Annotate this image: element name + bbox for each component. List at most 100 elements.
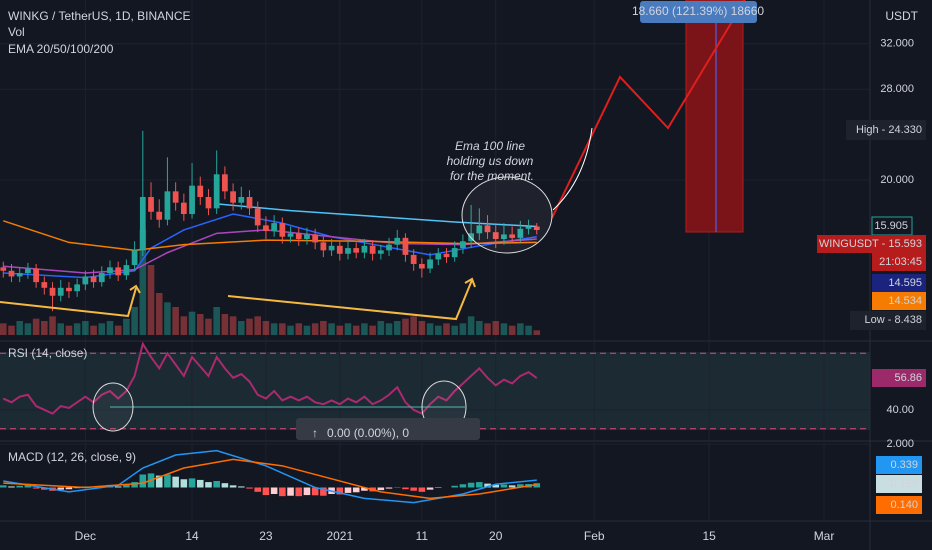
histogram-bar (508, 485, 516, 488)
histogram-bar (270, 487, 278, 494)
candle-body (443, 253, 450, 258)
rsi-band (0, 352, 870, 430)
volume-bar (213, 307, 220, 335)
volume-bar (270, 323, 278, 335)
measure-box (685, 0, 744, 233)
cursor-label: 0.00 (0.00%), 0 (327, 426, 409, 440)
volume-bar (492, 321, 500, 335)
histogram-bar (188, 478, 196, 488)
volume-bar (311, 323, 319, 335)
macd-last: 0.339 (890, 459, 918, 471)
candle-body (295, 233, 302, 239)
volume-bar (344, 323, 352, 335)
histogram-bar (287, 487, 294, 496)
histogram-bar (311, 487, 319, 496)
candle-body (123, 265, 130, 276)
chart-title: WINKG / TetherUS, 1D, BINANCE (8, 9, 191, 23)
histogram-bar (517, 484, 524, 488)
badge (876, 475, 922, 493)
histogram-bar (180, 479, 188, 488)
candle-body (172, 191, 179, 203)
candle-body (41, 282, 48, 288)
candle-body (509, 234, 516, 238)
candle-body (131, 250, 138, 266)
note-text: for the moment. (450, 169, 534, 183)
candle-body (25, 268, 31, 274)
histogram-last: 0.199 (890, 478, 918, 490)
histogram-bar (123, 484, 130, 488)
histogram-bar (492, 484, 500, 488)
histogram-bar (533, 483, 541, 488)
measure-label-box (640, 1, 757, 23)
candle-body (451, 248, 458, 258)
candle-body (82, 276, 89, 285)
candle-body (304, 234, 310, 239)
volume-bar (500, 323, 508, 335)
candle-body (427, 259, 433, 269)
y-tick-label: 32.000 (880, 38, 914, 50)
volume-bar (106, 321, 114, 335)
histogram-bar (172, 476, 179, 488)
histogram-bar (279, 487, 286, 497)
candle-body (222, 174, 228, 192)
volume-bar (57, 323, 65, 335)
candle-body (33, 268, 39, 283)
volume-bar (410, 316, 417, 335)
histogram-bar (295, 487, 303, 497)
trend-line (0, 287, 137, 318)
candle-body (418, 263, 425, 269)
volume-bar (320, 321, 327, 335)
candle-body (328, 245, 335, 251)
histogram-bar (459, 484, 467, 488)
candle-body (336, 245, 343, 254)
volume-bar (352, 325, 360, 335)
badge (846, 120, 926, 140)
volume-bar (98, 323, 106, 335)
histogram-bar (221, 483, 229, 488)
candle-body (238, 197, 245, 203)
histogram-bar (229, 485, 237, 488)
volume-bar (229, 316, 237, 335)
histogram-bar (65, 487, 73, 490)
histogram-bar (131, 482, 138, 488)
x-tick-label: 23 (259, 529, 273, 543)
indicator-label: EMA 20/50/100/200 (8, 42, 114, 56)
badge (876, 496, 922, 514)
candle-body (279, 223, 286, 237)
candle-body (476, 225, 483, 234)
volume-bar (246, 318, 253, 335)
volume-bar (0, 323, 7, 335)
candle-body (533, 226, 540, 230)
indicator-line (216, 203, 537, 228)
histogram-bar (139, 474, 147, 488)
histogram-bar (385, 487, 393, 489)
rsi-title: RSI (14, close) (8, 346, 87, 360)
volume-bar (24, 323, 32, 335)
histogram-bar (303, 487, 311, 496)
y-tick-label: 2.000 (886, 438, 914, 450)
badge-text: 14.595 (888, 277, 922, 289)
candle-body (402, 237, 409, 255)
badge-text: 21:03:45 (879, 256, 922, 268)
highlight-ellipse (461, 176, 553, 254)
cursor-box (296, 418, 480, 440)
volume-bar (402, 318, 409, 335)
candle-body (189, 185, 195, 215)
volume-bar (164, 302, 171, 335)
candle-body (180, 202, 187, 215)
histogram-bar (205, 482, 212, 488)
volume-bar (254, 316, 261, 335)
x-tick-label: Mar (814, 529, 835, 543)
candle-body (254, 208, 261, 226)
candle-body (271, 223, 278, 232)
candle-body (0, 267, 7, 271)
histogram-bar (254, 487, 261, 492)
histogram-bar (262, 487, 270, 496)
volume-bar (385, 323, 393, 335)
candle-body (246, 197, 253, 209)
volume-bar (336, 325, 344, 335)
volume-bar (180, 316, 188, 335)
volume-bar (443, 323, 450, 335)
volume-bar (196, 314, 204, 335)
macd-title: MACD (12, 26, close, 9) (8, 450, 136, 464)
